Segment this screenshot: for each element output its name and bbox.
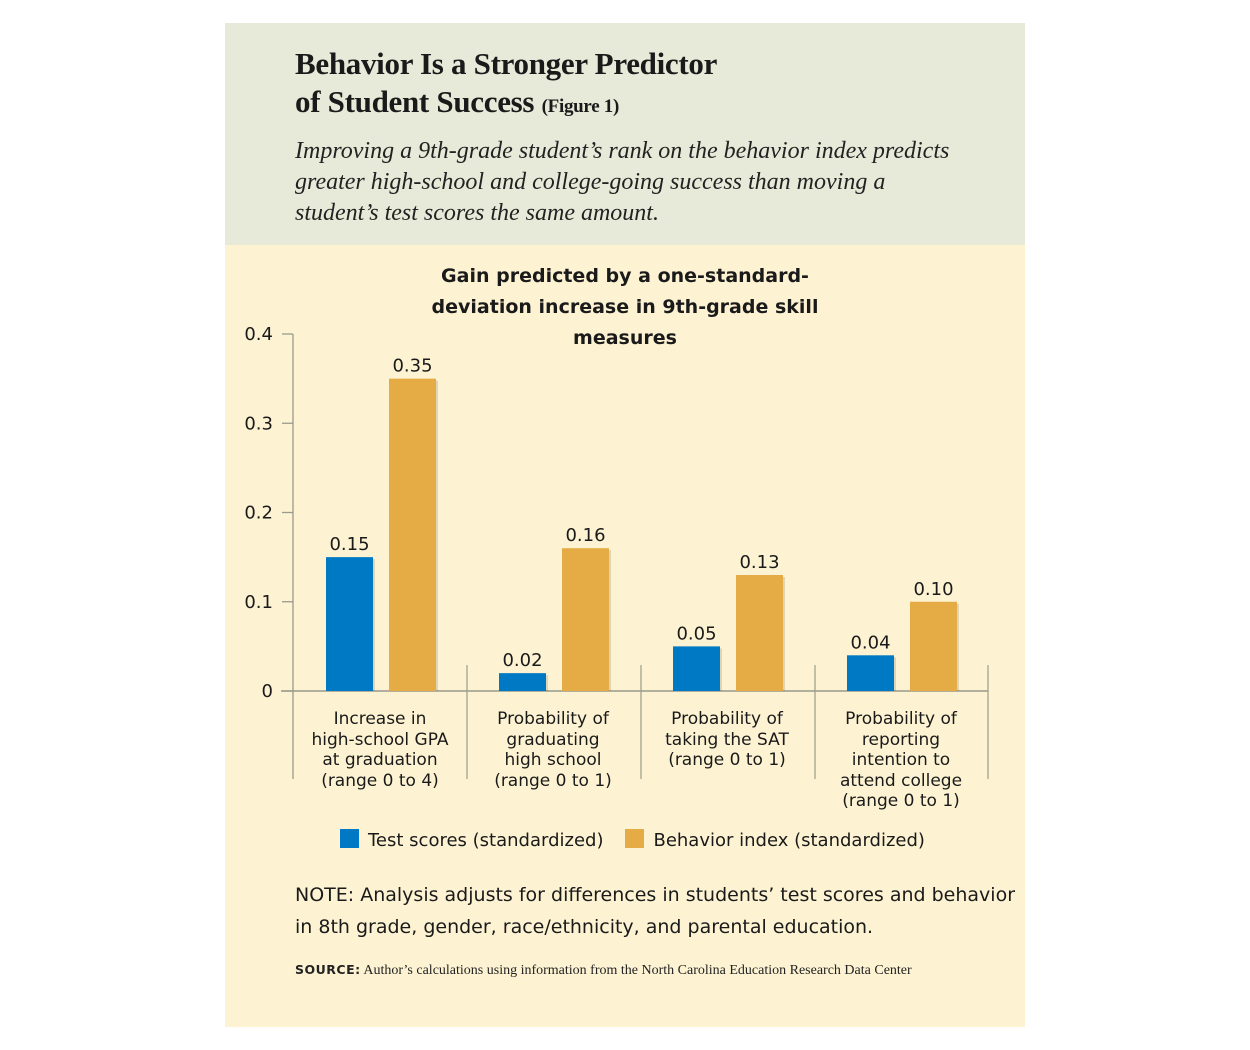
y-tick-label: 0.3 [244,413,273,434]
data-label: 0.02 [502,650,542,671]
chart-title: Gain predicted by a one-standard-deviati… [431,265,819,349]
source-label: SOURCE: [295,962,361,977]
y-tick-label: 0.4 [244,324,273,345]
data-label: 0.15 [329,534,369,555]
data-label: 0.16 [565,525,605,546]
y-tick-label: 0 [262,681,273,702]
legend-label: Behavior index (standardized) [653,830,925,851]
data-label: 0.10 [913,579,953,600]
data-label: 0.04 [850,632,890,653]
data-label: 0.35 [392,356,432,377]
category-label: Increase in high-school GPA at graduation(… [311,709,449,791]
data-label: 0.13 [739,552,779,573]
legend-item-test-scores: Test scores (standardized) [340,829,603,851]
source: SOURCE: Author’s calculations using info… [295,960,945,980]
title-line-1: Behavior Is a Stronger Predictor [295,46,718,81]
y-tick-label: 0.1 [244,592,273,613]
category-label: Probability of taking the SAT (range 0 to … [665,709,789,770]
legend-label: Test scores (standardized) [368,830,604,851]
category-label: Probability of reporting intention to atten… [839,709,963,811]
bar-test-1 [499,673,546,691]
legend: Test scores (standardized) Behavior inde… [340,829,925,851]
bar-behavior-0 [389,378,436,691]
data-label: 0.05 [676,623,716,644]
figure-subtitle: Improving a 9th-grade student’s rank on … [295,138,950,226]
source-text: Author’s calculations using information … [363,963,912,978]
legend-swatch-blue [340,829,359,848]
figure-header: Behavior Is a Stronger Predictor of Stud… [225,23,1025,245]
bar-test-2 [673,646,720,691]
figure-tag: (Figure 1) [541,96,620,117]
legend-swatch-orange [625,829,645,848]
bar-behavior-3 [910,601,957,691]
category-label: Probability of graduating high school (rang… [494,709,612,791]
figure-title: Behavior Is a Stronger Predictor of Stud… [295,45,717,126]
title-line-2: of Student Success [295,84,535,119]
y-tick-label: 0.2 [244,503,273,524]
note: NOTE: Analysis adjusts for differences i… [295,884,1016,938]
legend-item-behavior-index: Behavior index (standardized) [625,829,925,851]
bar-behavior-1 [562,548,609,691]
bar-test-3 [847,655,894,691]
figure-panel: Behavior Is a Stronger Predictor of Stud… [225,23,1025,1027]
bar-chart: 0 0.1 0.2 0.3 0.4 0.15 0.02 0.05 0.04 0.35 0.16 0.1… [244,324,989,779]
bar-test-0 [326,557,373,691]
bar-behavior-2 [736,574,783,691]
